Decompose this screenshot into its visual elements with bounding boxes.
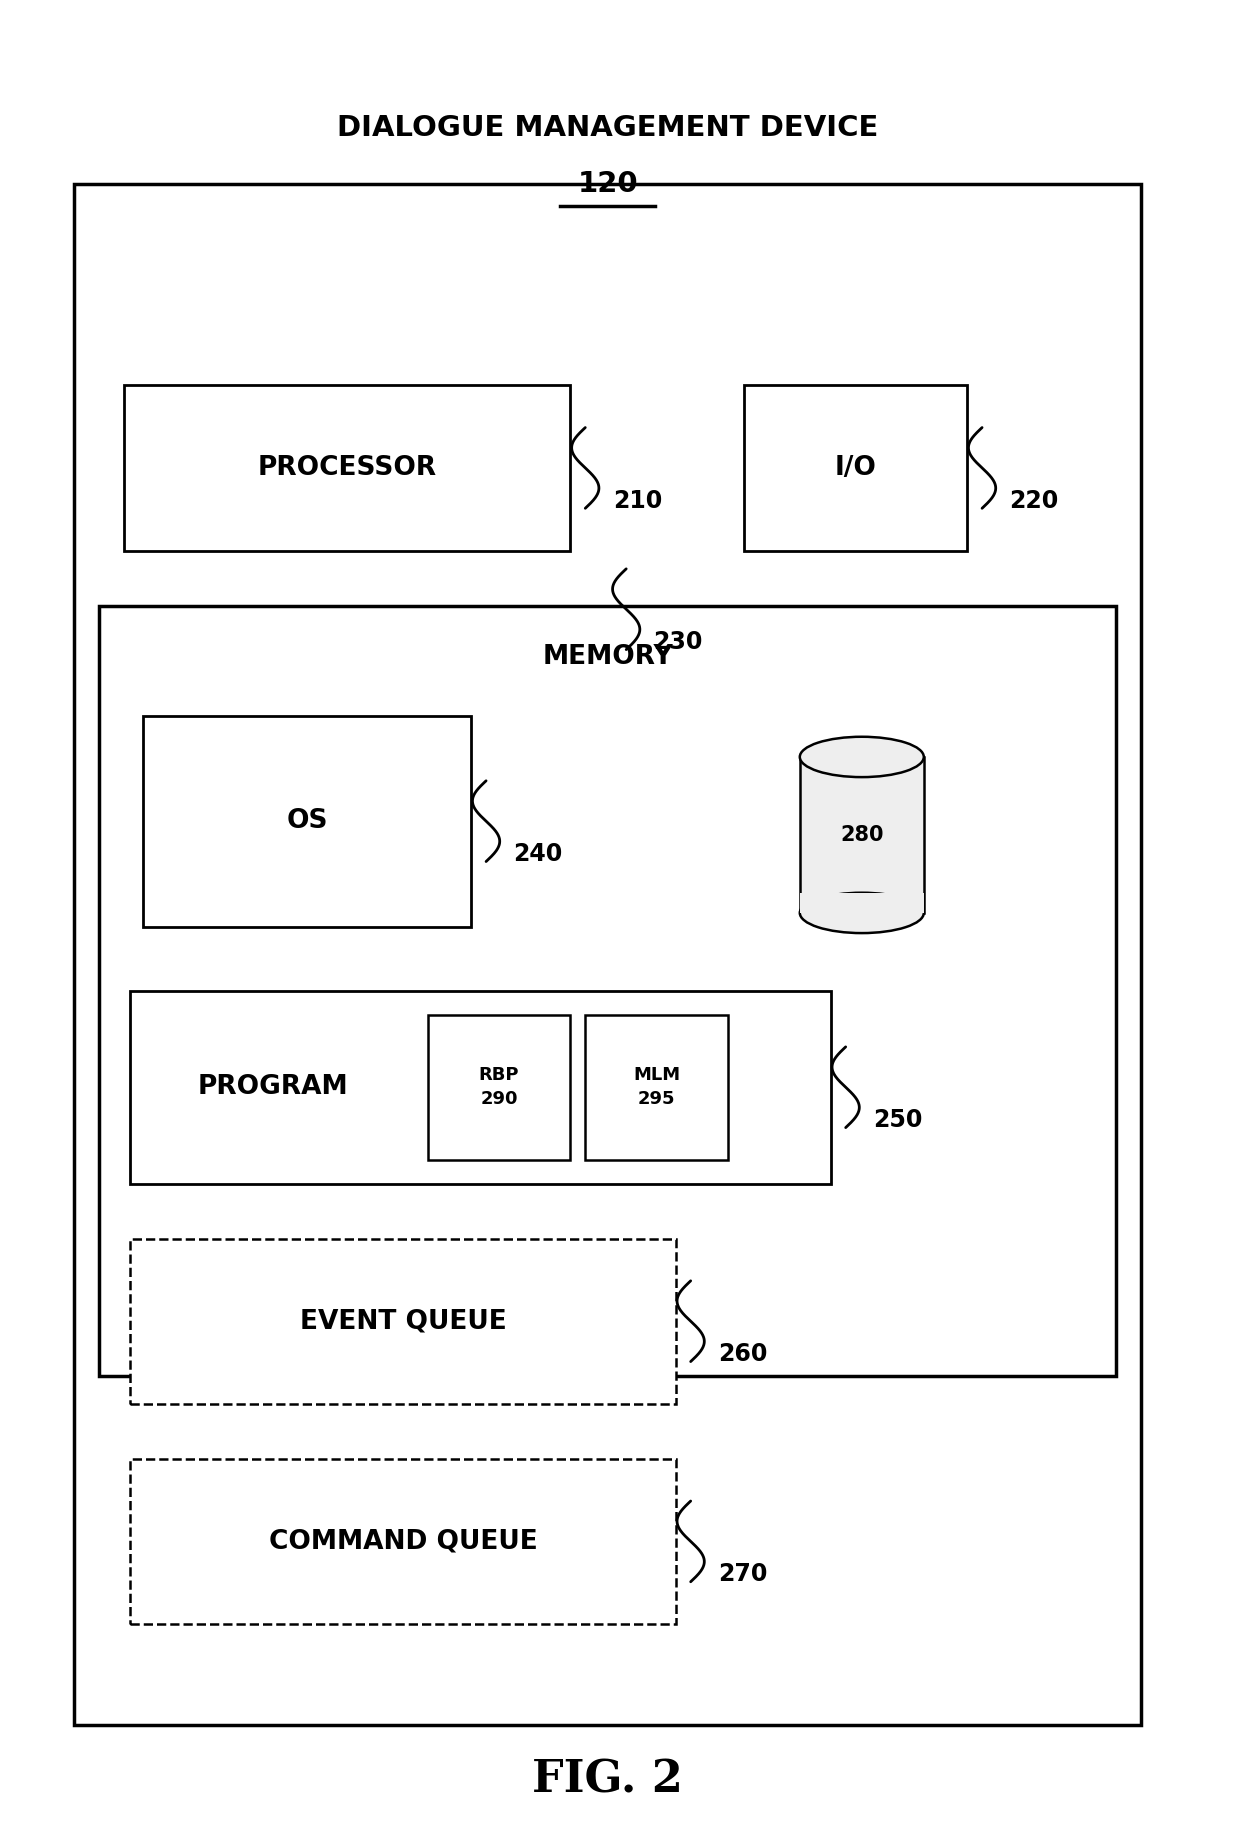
FancyBboxPatch shape — [143, 716, 471, 927]
Text: MEMORY: MEMORY — [542, 644, 673, 670]
Text: DIALOGUE MANAGEMENT DEVICE: DIALOGUE MANAGEMENT DEVICE — [337, 114, 878, 143]
Text: 220: 220 — [1009, 488, 1059, 514]
FancyBboxPatch shape — [74, 184, 1141, 1725]
Text: PROGRAM: PROGRAM — [197, 1073, 348, 1101]
Text: COMMAND QUEUE: COMMAND QUEUE — [269, 1529, 537, 1554]
Text: 270: 270 — [718, 1562, 768, 1587]
FancyBboxPatch shape — [585, 1015, 728, 1160]
Text: 260: 260 — [718, 1341, 768, 1367]
Text: 120: 120 — [578, 169, 637, 198]
Text: 230: 230 — [653, 629, 703, 655]
Text: 240: 240 — [513, 842, 563, 866]
Ellipse shape — [800, 892, 924, 932]
Text: RBP
290: RBP 290 — [479, 1066, 520, 1108]
Text: 250: 250 — [873, 1108, 923, 1132]
Ellipse shape — [800, 736, 924, 778]
FancyBboxPatch shape — [130, 1239, 676, 1404]
FancyBboxPatch shape — [428, 1015, 570, 1160]
Text: EVENT QUEUE: EVENT QUEUE — [300, 1308, 506, 1334]
FancyBboxPatch shape — [99, 606, 1116, 1376]
Text: 210: 210 — [613, 488, 662, 514]
FancyBboxPatch shape — [744, 385, 967, 550]
Text: MLM
295: MLM 295 — [632, 1066, 681, 1108]
FancyBboxPatch shape — [124, 385, 570, 550]
FancyBboxPatch shape — [800, 892, 924, 912]
FancyBboxPatch shape — [800, 756, 924, 912]
FancyBboxPatch shape — [130, 991, 831, 1184]
Text: 280: 280 — [839, 826, 884, 844]
Text: I/O: I/O — [835, 455, 877, 481]
Text: FIG. 2: FIG. 2 — [532, 1758, 683, 1802]
Text: PROCESSOR: PROCESSOR — [258, 455, 436, 481]
FancyBboxPatch shape — [130, 1459, 676, 1624]
Text: OS: OS — [286, 807, 327, 835]
